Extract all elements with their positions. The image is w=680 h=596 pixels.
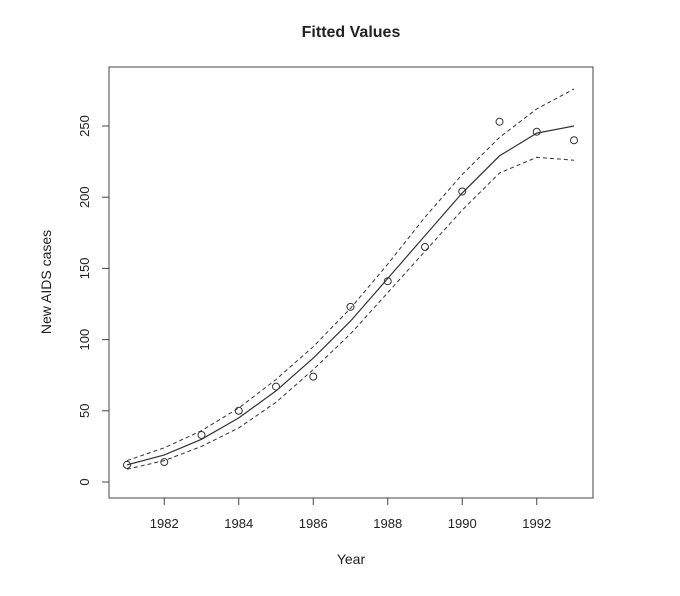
- observed-point: [272, 382, 280, 391]
- observed-point: [160, 458, 169, 467]
- x-tick-label: 1990: [448, 516, 477, 531]
- y-tick-label: 250: [77, 115, 92, 137]
- observed-point: [421, 243, 429, 252]
- series-lower-band-line: [126, 156, 575, 470]
- x-tick-label: 1988: [373, 516, 402, 531]
- observed-point: [495, 117, 504, 126]
- plot-frame: [108, 66, 594, 499]
- observed-point: [197, 431, 206, 440]
- x-axis: 1982 1984 1986 1988 1990 1992: [150, 497, 551, 531]
- y-axis-label: New AIDS cases: [38, 230, 54, 334]
- x-tick-label: 1992: [522, 516, 551, 531]
- y-tick-label: 100: [77, 329, 92, 351]
- observed-points: [123, 117, 578, 469]
- x-tick-label: 1982: [150, 516, 179, 531]
- series-fitted-line: [126, 125, 575, 466]
- observed-point: [234, 406, 243, 415]
- observed-point: [458, 187, 467, 196]
- observed-point: [309, 372, 318, 381]
- x-axis-label: Year: [337, 551, 366, 567]
- observed-point: [532, 127, 541, 136]
- x-tick-label: 1984: [224, 516, 253, 531]
- observed-point: [346, 302, 355, 311]
- x-tick-label: 1986: [299, 516, 328, 531]
- chart-title: Fitted Values: [302, 24, 401, 41]
- y-tick-label: 0: [77, 478, 92, 485]
- observed-point: [383, 277, 392, 286]
- series-upper-band-line: [126, 88, 575, 462]
- observed-point: [570, 136, 578, 145]
- observed-point: [123, 460, 131, 469]
- y-tick-label: 150: [77, 258, 92, 280]
- y-tick-label: 50: [77, 404, 92, 418]
- y-tick-label: 200: [77, 186, 92, 208]
- y-axis: 0 50 100 150 200 250: [77, 115, 110, 486]
